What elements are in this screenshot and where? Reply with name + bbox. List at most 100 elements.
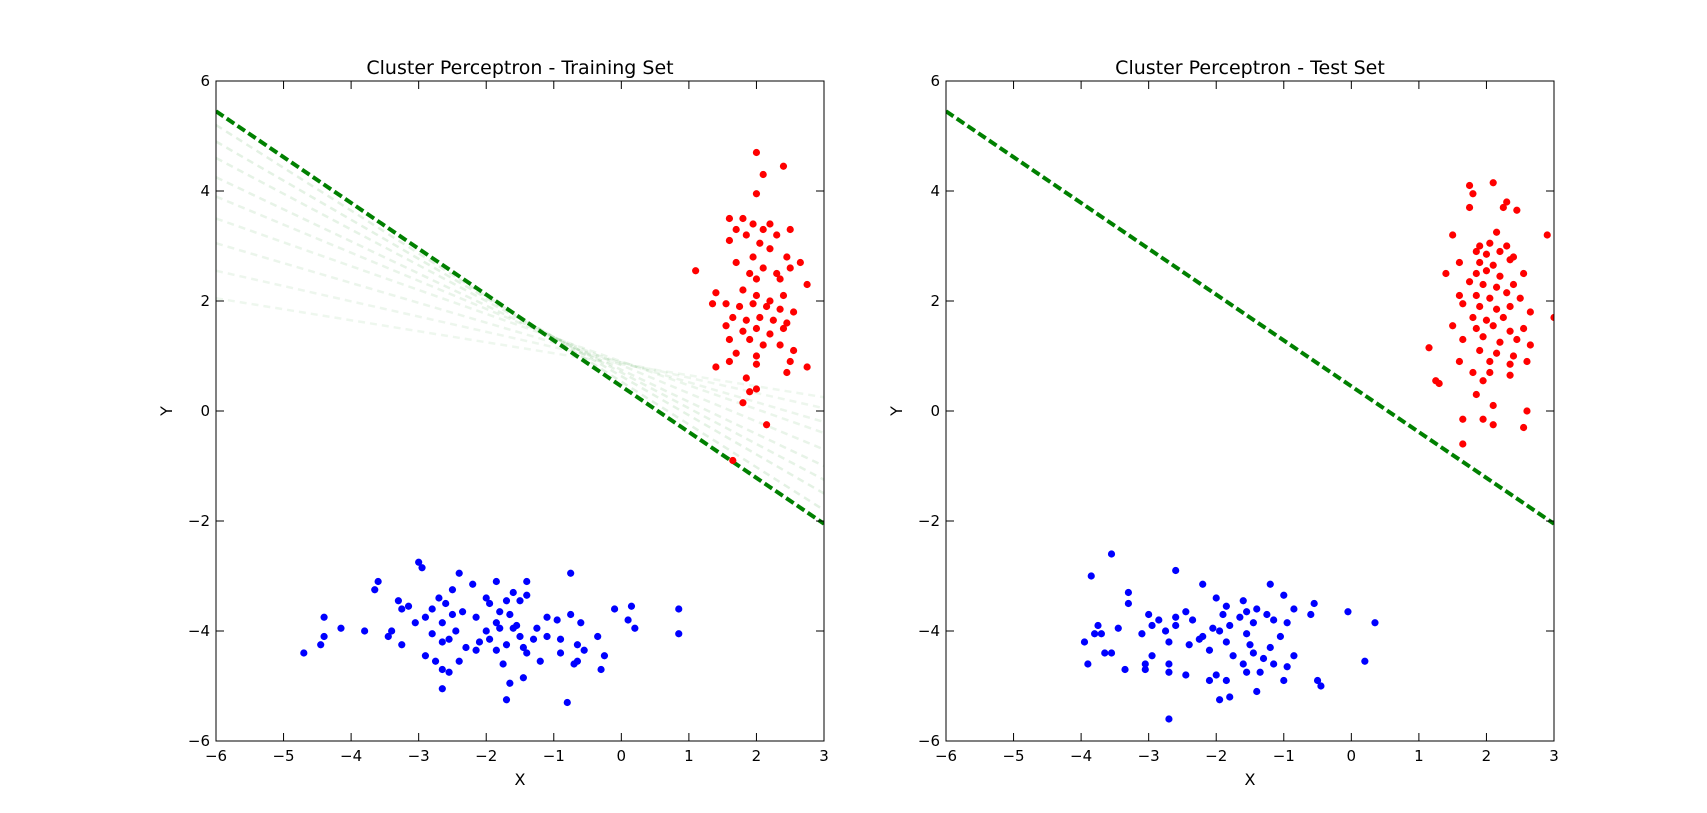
blue-point bbox=[543, 613, 551, 621]
red-point bbox=[759, 170, 767, 179]
blue-point bbox=[492, 577, 500, 586]
blue-point bbox=[1148, 652, 1156, 660]
red-point bbox=[1472, 390, 1480, 399]
blue-point bbox=[509, 588, 517, 597]
blue-point bbox=[486, 635, 494, 643]
blue-point bbox=[1361, 657, 1369, 665]
x-axis-label: X bbox=[515, 770, 526, 789]
red-point bbox=[739, 214, 747, 223]
blue-point bbox=[1222, 638, 1230, 646]
blue-point bbox=[563, 698, 571, 707]
blue-point bbox=[1243, 608, 1251, 616]
blue-point bbox=[486, 599, 494, 608]
red-point bbox=[1489, 322, 1497, 330]
red-point bbox=[746, 269, 754, 278]
blue-point bbox=[1185, 641, 1193, 649]
boundary-history-line bbox=[216, 156, 824, 481]
blue-point bbox=[438, 619, 446, 627]
blue-point bbox=[516, 597, 524, 605]
blue-point bbox=[533, 624, 541, 632]
red-point bbox=[752, 385, 761, 393]
blue-point bbox=[1165, 638, 1173, 646]
plot-area bbox=[216, 81, 824, 741]
blue-point bbox=[1317, 682, 1325, 690]
red-point bbox=[1486, 368, 1494, 377]
red-point bbox=[1455, 357, 1464, 366]
blue-point bbox=[1246, 641, 1254, 649]
blue-point bbox=[462, 643, 470, 652]
red-point bbox=[1482, 316, 1491, 324]
red-point bbox=[725, 357, 734, 366]
y-tick-label: −6 bbox=[188, 732, 210, 750]
blue-point bbox=[442, 599, 450, 608]
red-point bbox=[1459, 440, 1467, 448]
red-point bbox=[749, 300, 757, 308]
blue-point bbox=[438, 685, 446, 693]
blue-point bbox=[577, 619, 585, 627]
x-tick-label: −6 bbox=[205, 747, 227, 765]
blue-point bbox=[570, 660, 578, 668]
blue-point bbox=[519, 674, 527, 682]
blue-point bbox=[404, 602, 413, 610]
blue-point bbox=[1222, 676, 1230, 685]
blue-point bbox=[1114, 624, 1122, 632]
red-point bbox=[722, 300, 730, 308]
red-point bbox=[742, 374, 750, 382]
red-point bbox=[1476, 302, 1484, 311]
blue-point bbox=[1107, 550, 1116, 558]
data-points-group bbox=[1080, 179, 1554, 723]
red-point bbox=[1506, 371, 1514, 379]
blue-point bbox=[1124, 588, 1132, 597]
blue-point bbox=[452, 627, 460, 635]
blue-point bbox=[411, 619, 419, 627]
blue-point bbox=[300, 649, 308, 657]
blue-point bbox=[1182, 671, 1190, 679]
blue-point bbox=[597, 665, 605, 674]
red-point bbox=[786, 357, 794, 366]
blue-point bbox=[475, 638, 484, 646]
blue-point bbox=[523, 577, 531, 586]
test-set-panel: −6 −5 −4 −3 −2 −1 0 1 2 3 −6 −4 −2 0 2 4 6 Cluster Perce… bbox=[887, 57, 1559, 789]
red-point bbox=[735, 302, 744, 311]
red-point bbox=[1459, 335, 1467, 344]
red-point bbox=[1472, 269, 1480, 278]
boundary-history-line bbox=[216, 176, 824, 468]
red-point bbox=[786, 264, 794, 272]
blue-point bbox=[1107, 649, 1116, 657]
red-point bbox=[1486, 239, 1494, 247]
red-point bbox=[762, 302, 771, 311]
boundary-history-line bbox=[216, 269, 824, 410]
blue-point bbox=[1161, 627, 1170, 635]
red-point bbox=[766, 297, 774, 305]
y-axis-label: Y bbox=[887, 406, 906, 417]
blue-point bbox=[556, 649, 565, 657]
red-point bbox=[773, 269, 781, 278]
red-point bbox=[752, 275, 761, 283]
decision-boundary-line bbox=[946, 109, 1554, 526]
blue-point bbox=[1226, 621, 1234, 630]
blue-point bbox=[1307, 610, 1315, 619]
blue-point bbox=[502, 597, 511, 605]
decision-boundary-group bbox=[216, 109, 824, 526]
blue-point bbox=[1270, 660, 1278, 668]
red-point bbox=[1479, 333, 1487, 341]
blue-point bbox=[448, 586, 457, 594]
plot-frame bbox=[215, 80, 825, 742]
y-tick-label: −4 bbox=[188, 622, 210, 640]
red-point bbox=[1496, 247, 1504, 256]
blue-point bbox=[1172, 613, 1180, 621]
blue-point bbox=[580, 646, 588, 654]
red-point bbox=[1469, 368, 1477, 377]
red-point bbox=[732, 258, 740, 267]
blue-point bbox=[567, 610, 575, 619]
blue-point bbox=[516, 632, 524, 641]
red-point bbox=[1449, 322, 1457, 330]
red-point bbox=[742, 316, 750, 324]
blue-point bbox=[428, 605, 436, 613]
blue-point bbox=[496, 624, 504, 632]
x-tick-label: −3 bbox=[1138, 747, 1160, 765]
blue-point bbox=[1209, 624, 1217, 632]
blue-point bbox=[394, 597, 402, 605]
red-point bbox=[1479, 377, 1487, 385]
x-tick-label: −2 bbox=[475, 747, 497, 765]
